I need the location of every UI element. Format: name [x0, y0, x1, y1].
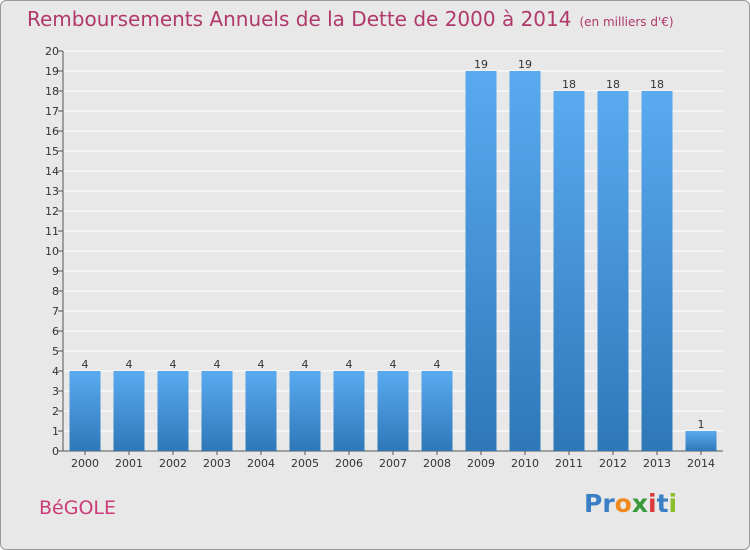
y-tick-label: 14 [45, 165, 59, 178]
x-tick-label-2008: 2008 [423, 457, 451, 470]
data-label-2010: 19 [518, 58, 532, 71]
x-tick-label-2013: 2013 [643, 457, 671, 470]
x-tick-label-2009: 2009 [467, 457, 495, 470]
bar-2001 [113, 371, 145, 451]
logo-letter: i [668, 489, 678, 518]
x-tick-label-2010: 2010 [511, 457, 539, 470]
logo-letter: i [648, 489, 657, 518]
bar-2009 [465, 71, 497, 451]
y-tick-label: 5 [52, 345, 59, 358]
data-label-2006: 4 [346, 358, 353, 371]
x-tick-label-2002: 2002 [159, 457, 187, 470]
bar-2013 [641, 91, 673, 451]
y-tick-label: 20 [45, 45, 59, 58]
x-tick-label-2003: 2003 [203, 457, 231, 470]
chart-title-text: Remboursements Annuels de la Dette de 20… [27, 7, 572, 31]
y-tick-label: 17 [45, 105, 59, 118]
data-label-2012: 18 [606, 78, 620, 91]
logo-letter: t [656, 489, 669, 518]
data-labels: 4 4 4 4 4 4 4 4 4 19 19 18 18 18 1 [82, 58, 705, 431]
bar-2014 [685, 431, 717, 451]
bar-2005 [289, 371, 321, 451]
x-tick-label-2005: 2005 [291, 457, 319, 470]
y-tick-label: 3 [52, 385, 59, 398]
data-label-2007: 4 [390, 358, 397, 371]
x-tick-label-2001: 2001 [115, 457, 143, 470]
data-label-2008: 4 [434, 358, 441, 371]
data-label-2005: 4 [302, 358, 309, 371]
y-tick-label: 4 [52, 365, 59, 378]
bars [69, 71, 717, 451]
x-tick-label-2012: 2012 [599, 457, 627, 470]
x-tick-label-2014: 2014 [687, 457, 715, 470]
data-label-2003: 4 [214, 358, 221, 371]
y-tick-label: 18 [45, 85, 59, 98]
chart-subtitle: (en milliers d'€) [579, 15, 674, 29]
bar-2010 [509, 71, 541, 451]
bar-2004 [245, 371, 277, 451]
bar-2011 [553, 91, 585, 451]
bar-2008 [421, 371, 453, 451]
y-tick-label: 6 [52, 325, 59, 338]
logo-letter: o [614, 489, 632, 518]
x-tick-label-2007: 2007 [379, 457, 407, 470]
data-label-2001: 4 [126, 358, 133, 371]
data-label-2009: 19 [474, 58, 488, 71]
data-label-2000: 4 [82, 358, 89, 371]
y-tick-label: 8 [52, 285, 59, 298]
bar-2003 [201, 371, 233, 451]
y-tick-label: 16 [45, 125, 59, 138]
city-name: BéGOLE [39, 497, 116, 519]
data-label-2004: 4 [258, 358, 265, 371]
proxiti-logo: Proxiti [584, 489, 677, 518]
bar-2006 [333, 371, 365, 451]
bar-2007 [377, 371, 409, 451]
x-tick-label-2006: 2006 [335, 457, 363, 470]
bar-2012 [597, 91, 629, 451]
y-tick-label: 7 [52, 305, 59, 318]
chart-title: Remboursements Annuels de la Dette de 20… [27, 7, 674, 31]
y-tick-label: 12 [45, 205, 59, 218]
y-tick-label: 15 [45, 145, 59, 158]
x-tick-label-2000: 2000 [71, 457, 99, 470]
x-tick-label-2004: 2004 [247, 457, 275, 470]
y-tick-label: 10 [45, 245, 59, 258]
y-tick-label: 9 [52, 265, 59, 278]
logo-letter: x [631, 489, 648, 518]
y-tick-label: 2 [52, 405, 59, 418]
data-label-2002: 4 [170, 358, 177, 371]
y-tick-label: 19 [45, 65, 59, 78]
logo-letter: r [602, 489, 615, 518]
data-label-2011: 18 [562, 78, 576, 91]
y-tick-label: 13 [45, 185, 59, 198]
y-tick-label: 1 [52, 425, 59, 438]
logo-letter: P [584, 489, 603, 518]
bar-2000 [69, 371, 101, 451]
y-tick-label: 11 [45, 225, 59, 238]
x-tick-label-2011: 2011 [555, 457, 583, 470]
y-tick-label: 0 [52, 445, 59, 458]
data-label-2013: 18 [650, 78, 664, 91]
bar-2002 [157, 371, 189, 451]
data-label-2014: 1 [698, 418, 705, 431]
